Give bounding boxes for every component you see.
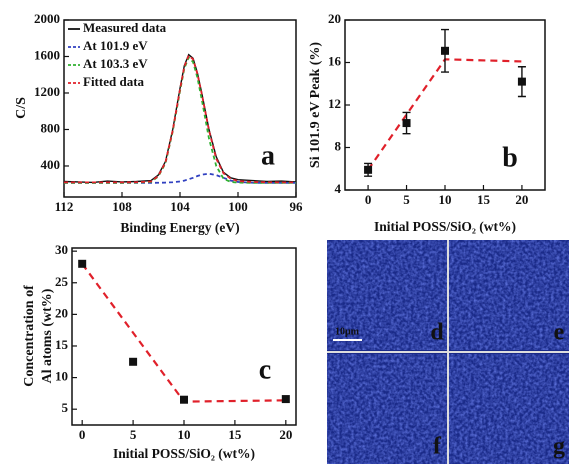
micrograph-label: e xyxy=(554,320,565,346)
x-tick-label: 96 xyxy=(290,199,304,214)
micrograph-label: g xyxy=(553,434,565,460)
y-tick-label: 2000 xyxy=(34,11,60,26)
x-tick-label: 10 xyxy=(178,427,191,442)
y-axis-title: Si 101.9 eV Peak (%) xyxy=(308,42,323,168)
y-tick-label: 12 xyxy=(328,96,341,111)
y-tick-label: 16 xyxy=(328,53,342,68)
y-tick-label: 5 xyxy=(62,400,69,415)
x-tick-label: 15 xyxy=(228,427,242,442)
y-tick-label: 4 xyxy=(335,181,342,196)
micrograph-image xyxy=(327,354,447,464)
x-axis-title: Initial POSS/SiO₂ (wt%) xyxy=(374,219,516,234)
fit-line xyxy=(368,59,522,170)
x-tick-label: 5 xyxy=(130,427,137,442)
y-axis-title: Al atoms (wt%) xyxy=(40,288,55,383)
data-point xyxy=(364,166,372,174)
y-tick-label: 20 xyxy=(55,305,68,320)
x-tick-label: 20 xyxy=(515,192,528,207)
x-tick-label: 10 xyxy=(439,192,452,207)
figure: 11210810410096400800120016002000Binding … xyxy=(0,0,569,464)
x-tick-label: 20 xyxy=(279,427,292,442)
x-tick-label: 112 xyxy=(55,199,74,214)
legend-label: Measured data xyxy=(83,20,167,35)
panel-label: b xyxy=(502,142,518,173)
y-axis-title: C/S xyxy=(14,97,29,119)
x-axis-title: Binding Energy (eV) xyxy=(120,220,239,235)
y-tick-label: 15 xyxy=(55,337,69,352)
data-point xyxy=(129,358,137,366)
data-point xyxy=(403,119,411,127)
data-point xyxy=(180,396,188,404)
data-point xyxy=(441,47,449,55)
data-point xyxy=(282,395,290,403)
micrograph-label: f xyxy=(433,434,442,460)
y-tick-label: 20 xyxy=(328,11,341,26)
x-tick-label: 100 xyxy=(228,199,248,214)
micrograph-image xyxy=(449,354,569,464)
legend-label: At 101.9 eV xyxy=(83,38,148,53)
y-tick-label: 400 xyxy=(41,157,61,172)
panel-label: c xyxy=(259,354,271,385)
y-tick-label: 1200 xyxy=(34,84,60,99)
fit-line xyxy=(82,264,286,402)
y-tick-label: 25 xyxy=(55,274,69,289)
data-point xyxy=(78,260,86,268)
panel-label: a xyxy=(261,140,275,171)
micrograph-image xyxy=(449,240,569,350)
x-tick-label: 104 xyxy=(170,199,190,214)
x-tick-label: 0 xyxy=(79,427,86,442)
y-axis-title: Concentration of xyxy=(22,285,37,387)
y-tick-label: 8 xyxy=(335,138,342,153)
y-tick-label: 1600 xyxy=(34,47,60,62)
legend-label: At 103.3 eV xyxy=(83,56,148,71)
y-tick-label: 800 xyxy=(41,120,61,135)
micrograph-label: d xyxy=(430,320,444,346)
x-tick-label: 15 xyxy=(477,192,491,207)
y-tick-label: 30 xyxy=(55,242,68,257)
x-tick-label: 5 xyxy=(403,192,410,207)
data-point xyxy=(518,78,526,86)
x-tick-label: 0 xyxy=(365,192,372,207)
scale-bar-label: 10μm xyxy=(335,326,360,337)
x-tick-label: 108 xyxy=(112,199,132,214)
legend-label: Fitted data xyxy=(83,74,145,89)
x-axis-title: Initial POSS/SiO₂ (wt%) xyxy=(113,446,255,461)
y-tick-label: 10 xyxy=(55,369,68,384)
